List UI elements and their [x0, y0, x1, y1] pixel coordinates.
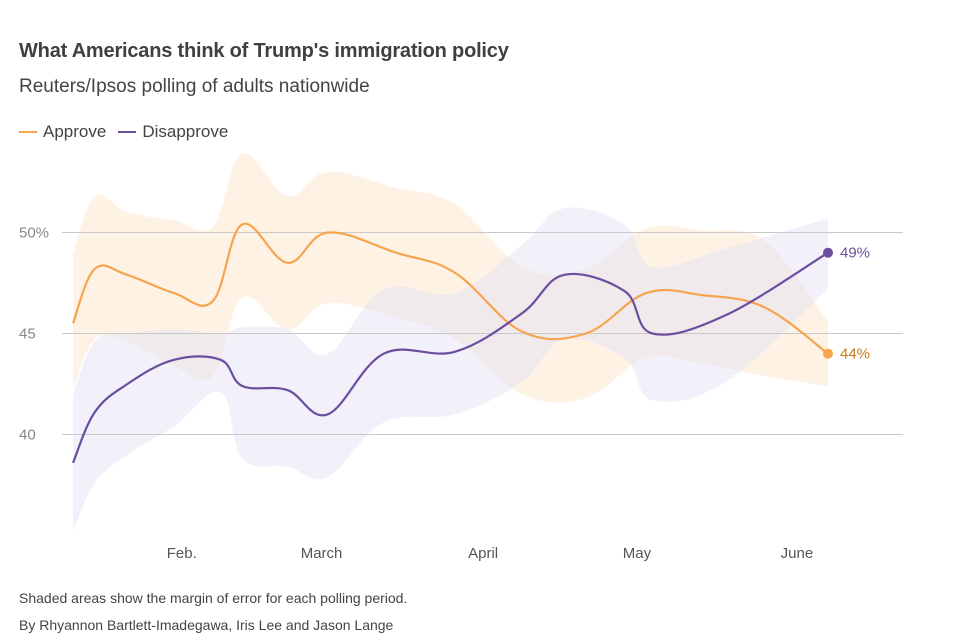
chart-subtitle: Reuters/Ipsos polling of adults nationwi…: [19, 76, 370, 97]
legend-item-disapprove: Disapprove: [118, 122, 228, 142]
end-markers: 44% 49%: [823, 245, 870, 363]
series-line-disapprove: [71, 251, 829, 464]
chart-legend: Approve Disapprove: [19, 122, 240, 142]
legend-swatch-disapprove: [118, 131, 137, 133]
grid-lines: [62, 232, 903, 435]
error-band-disapprove: [73, 207, 828, 532]
y-tick-label-50: 50%: [19, 225, 49, 242]
y-tick-label-45: 45: [19, 326, 36, 343]
legend-swatch-approve: [19, 131, 37, 133]
series-line-approve: [71, 222, 829, 355]
series-lines: [71, 222, 829, 464]
x-tick-label-feb: Feb.: [167, 545, 197, 562]
legend-label-disapprove: Disapprove: [142, 122, 229, 141]
x-tick-label-june: June: [781, 545, 814, 562]
x-tick-label-march: March: [301, 545, 343, 562]
legend-label-approve: Approve: [43, 122, 107, 141]
x-tick-label-may: May: [623, 545, 652, 562]
chart-title: What Americans think of Trump's immigrat…: [19, 40, 509, 62]
x-tick-label-april: April: [468, 545, 498, 562]
error-bands: [73, 153, 828, 532]
byline: By Rhyannon Bartlett-Imadegawa, Iris Lee…: [19, 617, 394, 633]
footnote: Shaded areas show the margin of error fo…: [19, 590, 408, 606]
y-axis-labels: 50% 45 40: [19, 225, 49, 444]
legend-item-approve: Approve: [19, 122, 106, 142]
x-axis-labels: Feb. March April May June: [167, 545, 813, 562]
chart-plot: Feb. March April May June 50% 45 40 44% 49%: [19, 153, 903, 562]
y-tick-label-40: 40: [19, 427, 36, 444]
end-label-disapprove: 49%: [840, 245, 870, 262]
end-point-approve: [823, 348, 833, 359]
end-point-disapprove: [823, 247, 833, 258]
end-label-approve: 44%: [840, 346, 870, 363]
